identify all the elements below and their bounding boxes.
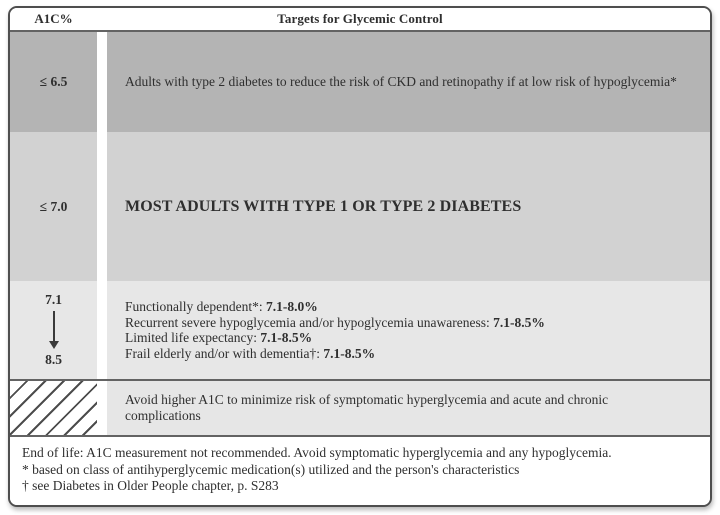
footnotes-block: End of life: A1C measurement not recomme… [10,437,710,505]
list-item-label: Limited life expectancy: [125,330,261,345]
down-arrow-stem [52,311,55,341]
gutter [97,381,107,435]
list-item-range: 7.1-8.0% [265,299,318,314]
footnote-end-of-life: End of life: A1C measurement not recomme… [22,445,612,460]
row1-target-text: Adults with type 2 diabetes to reduce th… [125,74,677,89]
list-item: Functionally dependent*: 7.1-8.0% [125,299,700,315]
footer-separator-line [10,435,710,437]
list-item-label: Frail elderly and/or with dementia†: [125,345,324,361]
a1c-targets-table: A1C% Targets for Glycemic Control ≤ 6.5 … [10,8,710,505]
list-item: Recurrent severe hypoglycemia and/or hyp… [125,315,700,331]
list-item-range: 7.1-8.5% [323,345,376,361]
row4-target-cell: Avoid higher A1C to minimize risk of sym… [107,381,710,435]
row2-target-text: MOST ADULTS WITH TYPE 1 OR TYPE 2 DIABET… [125,197,522,215]
gutter [97,132,107,281]
row3-a1c-range-cell: 7.1 8.5 [10,281,97,379]
a1c-targets-figure: A1C% Targets for Glycemic Control ≤ 6.5 … [8,6,712,507]
header-separator-line [10,30,710,32]
row4-target-text: Avoid higher A1C to minimize risk of sym… [125,392,609,423]
list-item: Limited life expectancy: 7.1-8.5% [125,330,700,346]
footnote-asterisk: * based on class of antihyperglycemic me… [22,461,520,477]
down-arrow-icon [48,311,59,349]
list-item-range: 7.1-8.5% [260,330,313,345]
footnote-dagger: † see Diabetes in Older People chapter, … [22,478,279,493]
table-header-row: A1C% Targets for Glycemic Control [10,8,710,30]
list-item: Frail elderly and/or with dementia†: 7.1… [125,346,700,362]
list-item-label: Recurrent severe hypoglycemia and/or hyp… [125,314,494,330]
table-title: Targets for Glycemic Control [277,11,443,26]
list-item-label: Functionally dependent*: [125,299,266,314]
list-item-range: 7.1-8.5% [493,314,545,330]
row3-a1c-from: 7.1 [45,292,62,307]
down-arrow-head [48,341,59,349]
gutter [97,281,107,379]
a1c-column-header: A1C% [34,11,73,26]
diagonal-hatch-icon [10,381,97,435]
row2-a1c-value: ≤ 7.0 [10,132,97,281]
row1-target-cell: Adults with type 2 diabetes to reduce th… [107,32,710,132]
row-separator-line [10,379,710,381]
row3-a1c-to: 8.5 [45,352,62,367]
row2-target-cell: MOST ADULTS WITH TYPE 1 OR TYPE 2 DIABET… [107,132,710,281]
row3-target-cell: Functionally dependent*: 7.1-8.0% Recurr… [107,281,710,379]
row1-a1c-value: ≤ 6.5 [10,32,97,132]
gutter [97,32,107,132]
